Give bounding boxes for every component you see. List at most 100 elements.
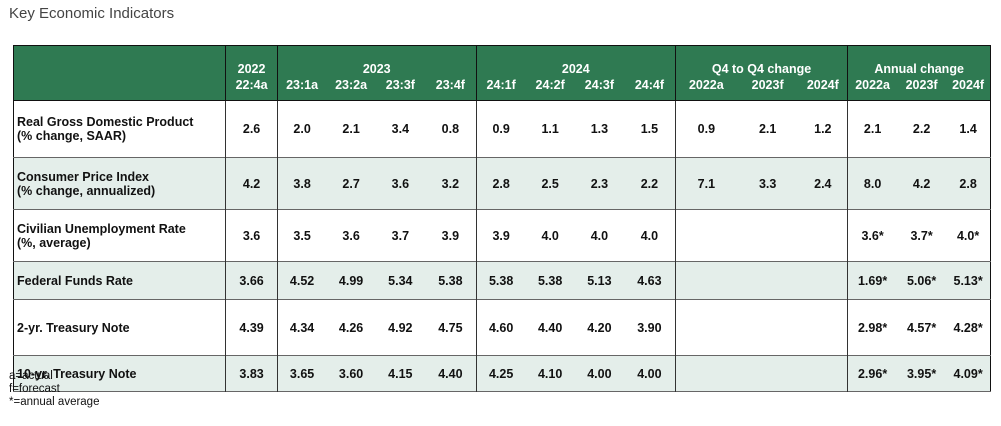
table-cell: 5.13* [946,261,991,300]
table-cell [737,210,799,262]
row-label-main: 2-yr. Treasury Note [17,320,130,335]
row-label: 2-yr. Treasury Note [14,300,226,356]
col-header: 2022a [847,78,897,101]
table-cell: 3.6 [225,209,278,262]
table-cell: 4.20 [587,320,612,335]
col-header: 2023f [896,78,947,101]
table-cell: 4.60 [475,299,526,356]
table-cell [798,261,848,300]
row-label-sub: (% change, SAAR) [17,129,127,143]
table-cell: 3.8 [276,157,327,210]
table-cell: 4.26 [338,320,364,335]
table-cell [737,300,799,356]
table-cell: 3.5 [276,209,327,262]
table-cell: 4.40 [537,320,563,335]
table-cell: 2.4 [798,157,848,210]
table-cell: 5.13 [574,261,625,300]
table-cell: 4.99 [326,261,376,300]
col-header: 23:3f [375,78,425,101]
table-cell [736,355,799,392]
group-2022: 2022 [225,45,278,78]
table-cell: 2.0 [276,100,327,158]
col-header: 2022a [674,78,737,101]
table-cell: 3.66 [225,261,278,300]
table-cell: 2.2 [624,157,676,210]
table-cell [674,261,737,300]
header-blank [13,45,226,78]
table-body: Real Gross Domestic Product (% change, SA… [13,100,991,392]
row-label-sub: (% change, annualized) [17,183,156,198]
table-cell [674,355,737,392]
table-cell: 2.8 [475,157,526,210]
table-cell: 2.1 [758,122,777,136]
table-cell: 2.8 [946,157,991,210]
table-cell: 2.6 [225,100,278,158]
table-cell: 3.9 [441,228,460,243]
table-cell [736,261,799,300]
header-blank-2 [13,78,226,101]
row-label: Consumer Price Index (% change, annualize… [13,157,226,210]
table-cell: 4.40 [424,355,477,392]
table-cell: 4.0 [640,228,659,243]
footnote: a=actual [9,370,53,382]
table-cell: 3.3 [736,157,799,210]
row-label: 10-yr. Treasury Note [13,355,226,392]
table-cell [798,210,847,262]
table-cell: 3.7 [391,228,410,243]
table-cell: 3.95* [896,355,947,392]
table-cell: 3.6* [847,209,897,262]
col-header: 2024f [946,78,991,101]
row-label: Civilian Unemployment Rate (%, average) [14,210,226,262]
footnotes: a=actual f=forecast *=annual average [9,370,99,409]
table-cell: 2.7 [326,157,376,210]
row-label-main: Real Gross Domestic Product [17,115,194,129]
indicators-table: 2022 2023 2024 Q4 to Q4 change Annual ch… [13,45,991,392]
footnote: *=annual average [9,396,100,408]
col-header: 2024f [798,78,848,101]
col-header: 2023f [736,78,799,101]
table-cell: 3.90 [637,320,662,335]
table-cell: 4.2 [896,157,947,210]
table-cell [798,355,848,392]
table-cell: 3.60 [326,355,376,392]
table-cell [674,209,737,262]
table-cell: 0.8 [441,122,460,136]
table-cell: 4.2 [225,157,278,210]
table-cell: 5.38 [475,261,526,300]
table-row: Consumer Price Index (% change, annualize… [13,157,991,210]
table-cell: 7.1 [674,157,737,210]
group-2023: 2023 [276,45,477,78]
table-cell: 3.7* [910,228,933,243]
table-cell: 2.3 [574,157,625,210]
table-header: 2022 2023 2024 Q4 to Q4 change Annual ch… [13,45,991,101]
group-annual-change: Annual change [847,45,991,78]
table-cell: 1.1 [541,122,559,136]
table-cell: 4.0 [590,228,609,243]
table-cell: 4.0 [541,228,559,243]
table-cell: 1.5 [640,122,659,136]
group-2024: 2024 [475,45,676,78]
footnote: f=forecast [9,383,60,395]
col-header: 24:3f [574,78,625,101]
table-cell: 2.1 [847,100,897,158]
table-cell: 4.00 [574,355,625,392]
table-cell: 1.2 [814,122,832,136]
row-label-sub: (%, average) [17,235,91,250]
table-cell [798,300,847,356]
table-cell: 5.38 [525,261,575,300]
table-cell: 4.28* [953,320,983,335]
table-cell: 4.63 [624,261,676,300]
col-header: 24:2f [525,78,575,101]
row-label-main: 10-yr. Treasury Note [17,366,137,381]
table-row: 2-yr. Treasury Note 4.39 4.34 4.26 4.92 4.75 4… [13,299,991,356]
table-cell: 4.10 [525,355,575,392]
row-label-main: Federal Funds Rate [17,273,133,288]
table-cell: 1.3 [590,122,609,136]
table-cell: 4.57* [906,320,937,335]
table-cell: 4.25 [475,355,526,392]
table-cell: 4.92 [388,320,413,335]
table-cell: 5.38 [424,261,477,300]
col-header: 23:2a [326,78,376,101]
table-row: Real Gross Domestic Product (% change, SA… [13,100,991,158]
table-cell: 4.09* [946,355,991,392]
